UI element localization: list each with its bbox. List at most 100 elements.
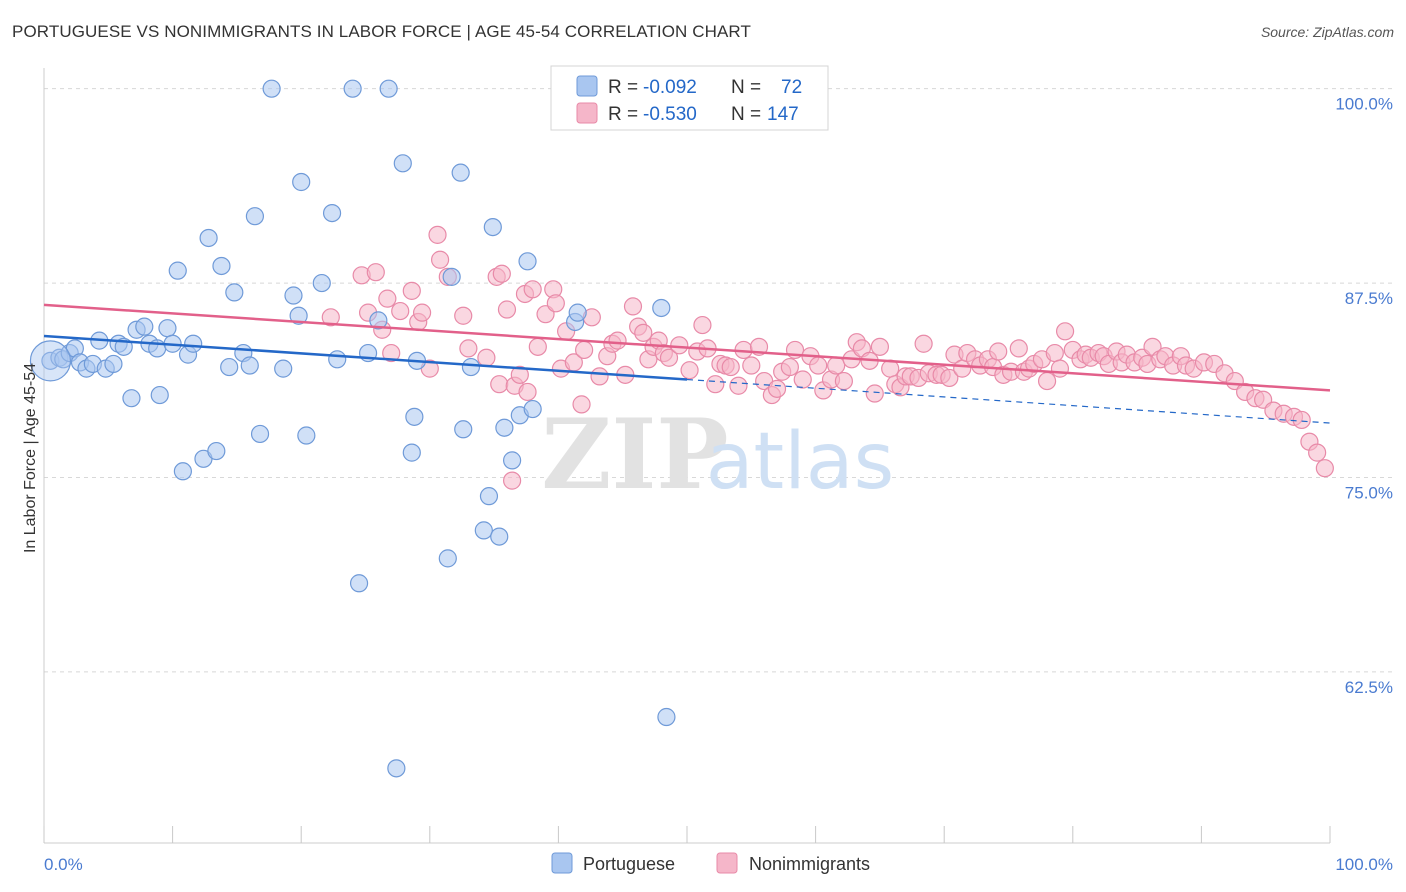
portuguese-point-40 xyxy=(297,426,316,445)
portuguese-point-61 xyxy=(483,217,502,237)
portuguese-point-72 xyxy=(657,707,676,727)
portuguese-point-47 xyxy=(369,311,388,330)
x-tick-label-0: 0.0% xyxy=(44,855,83,874)
nonimmigrants-point-60 xyxy=(729,376,748,395)
portuguese-point-29 xyxy=(220,357,239,377)
x-tick-label-1: 100.0% xyxy=(1335,855,1393,874)
nonimmigrants-point-143 xyxy=(1292,410,1311,430)
bottom-legend-label-portuguese: Portuguese xyxy=(583,854,675,874)
nonimmigrants-point-146 xyxy=(1315,459,1334,478)
legend: R = -0.092 N = 72 R = -0.530 N = 147 xyxy=(550,65,829,131)
nonimmigrants-point-50 xyxy=(659,348,679,367)
portuguese-point-10 xyxy=(104,354,123,374)
nonimmigrants-point-45 xyxy=(634,323,653,342)
nonimmigrants-point-20 xyxy=(492,264,511,283)
portuguese-point-32 xyxy=(240,356,259,375)
trend-lines xyxy=(43,303,1331,424)
nonimmigrants-point-22 xyxy=(503,471,522,490)
portuguese-point-large xyxy=(29,340,72,382)
portuguese-point-50 xyxy=(393,154,412,173)
portuguese-point-51 xyxy=(402,443,421,462)
nonimmigrants-point-75 xyxy=(827,356,846,375)
portuguese-point-39 xyxy=(292,172,311,192)
portuguese-point-63 xyxy=(495,418,514,437)
nonimmigrants-point-110 xyxy=(1045,343,1064,363)
scatter-points xyxy=(29,79,1334,778)
portuguese-point-26 xyxy=(199,228,218,248)
nonimmigrants-point-15 xyxy=(454,306,473,325)
nonimmigrants-point-89 xyxy=(914,334,933,353)
portuguese-point-45 xyxy=(349,574,369,593)
portuguese-point-71 xyxy=(652,298,671,318)
nonimmigrants-point-111 xyxy=(1050,359,1070,378)
legend-n-label-1: N = xyxy=(731,77,761,98)
nonimmigrants-trend-line xyxy=(43,303,1331,392)
bottom-legend-swatch-portuguese xyxy=(551,852,573,874)
portuguese-point-36 xyxy=(274,359,293,378)
nonimmigrants-point-145 xyxy=(1308,443,1327,462)
nonimmigrants-point-24 xyxy=(510,365,529,384)
nonimmigrants-point-0 xyxy=(321,308,340,327)
nonimmigrants-point-72 xyxy=(809,356,828,375)
watermark-zip: ZIP xyxy=(541,398,728,511)
chart-title: PORTUGUESE VS NONIMMIGRANTS IN LABOR FOR… xyxy=(12,22,751,41)
portuguese-point-15 xyxy=(135,317,154,336)
nonimmigrants-point-56 xyxy=(706,375,725,394)
portuguese-point-34 xyxy=(250,424,270,444)
portuguese-point-67 xyxy=(523,399,542,419)
y-axis-label: In Labor Force | Age 45-54 xyxy=(22,363,39,553)
nonimmigrants-point-51 xyxy=(670,336,689,355)
nonimmigrants-point-26 xyxy=(518,382,537,402)
nonimmigrants-point-28 xyxy=(528,337,547,356)
portuguese-point-33 xyxy=(245,207,265,226)
nonimmigrants-point-36 xyxy=(575,340,594,360)
bottom-legend: Portuguese Nonimmigrants xyxy=(551,852,870,874)
portuguese-point-62 xyxy=(490,527,509,546)
legend-swatch-nonimmigrants xyxy=(576,102,598,124)
portuguese-point-49 xyxy=(387,759,406,778)
y-tick-label-3: 100.0% xyxy=(1335,95,1393,114)
nonimmigrants-point-109 xyxy=(1037,371,1057,391)
y-tick-labels: 62.5% 75.0% 87.5% 100.0% xyxy=(1335,95,1393,697)
portuguese-point-56 xyxy=(451,163,470,182)
nonimmigrants-point-35 xyxy=(572,395,591,414)
portuguese-point-44 xyxy=(343,79,362,98)
portuguese-point-27 xyxy=(207,441,226,461)
nonimmigrants-point-7 xyxy=(391,301,410,321)
source-label: Source: ZipAtlas.com xyxy=(1260,24,1394,40)
portuguese-point-59 xyxy=(474,521,493,540)
nonimmigrants-point-10 xyxy=(412,303,432,322)
portuguese-point-48 xyxy=(379,79,398,98)
portuguese-point-55 xyxy=(442,267,461,286)
x-tick-labels: 0.0% 100.0% xyxy=(44,855,1393,874)
portuguese-point-41 xyxy=(312,273,331,293)
nonimmigrants-point-81 xyxy=(865,384,884,403)
nonimmigrants-point-13 xyxy=(430,250,450,269)
portuguese-point-18 xyxy=(150,385,169,405)
nonimmigrants-point-21 xyxy=(497,300,517,319)
watermark: ZIP atlas xyxy=(541,398,894,511)
nonimmigrants-point-16 xyxy=(459,339,478,358)
legend-n-label-2: N = xyxy=(731,104,761,125)
nonimmigrants-point-101 xyxy=(989,342,1008,361)
legend-r-value-1: -0.092 xyxy=(643,77,697,98)
nonimmigrants-point-17 xyxy=(477,348,496,367)
portuguese-point-54 xyxy=(438,549,457,568)
bottom-legend-label-nonimmigrants: Nonimmigrants xyxy=(749,854,870,874)
portuguese-point-69 xyxy=(568,303,587,322)
portuguese-point-60 xyxy=(479,487,499,506)
portuguese-point-42 xyxy=(322,203,342,223)
nonimmigrants-point-8 xyxy=(402,281,421,300)
nonimmigrants-point-31 xyxy=(546,294,565,313)
portuguese-trend-line xyxy=(43,334,688,381)
y-tick-label-1: 75.0% xyxy=(1345,483,1393,502)
nonimmigrants-point-52 xyxy=(680,361,699,380)
watermark-atlas: atlas xyxy=(706,417,895,507)
axes xyxy=(43,68,1331,844)
portuguese-point-28 xyxy=(212,256,231,276)
nonimmigrants-point-112 xyxy=(1055,322,1075,341)
nonimmigrants-point-93 xyxy=(940,368,959,388)
portuguese-point-21 xyxy=(168,261,187,280)
nonimmigrants-point-6 xyxy=(382,343,401,363)
nonimmigrants-point-43 xyxy=(623,297,643,316)
